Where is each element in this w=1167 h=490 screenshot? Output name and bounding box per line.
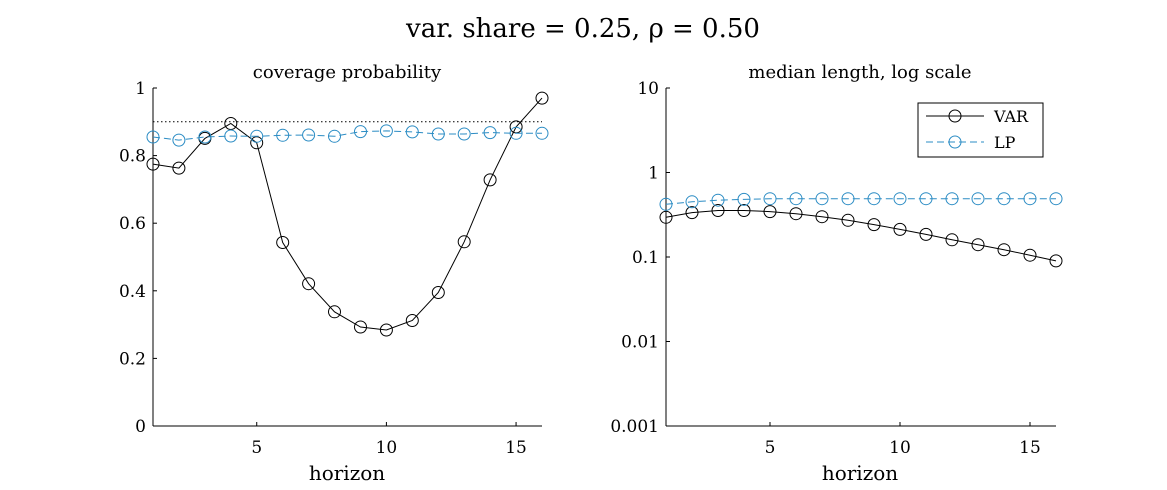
median-length-lp-point	[971, 192, 985, 206]
coverage-lp-point	[483, 126, 497, 140]
coverage-var-point	[328, 305, 341, 319]
coverage-var-point	[172, 161, 186, 175]
median-length-lp-point	[997, 192, 1011, 206]
coverage-x-tick-label: 5	[251, 438, 262, 458]
legend-lp-label: LP	[994, 133, 1016, 152]
median-length-x-tick-label: 5	[765, 438, 776, 458]
median-length-x-tick-label: 15	[1019, 438, 1041, 458]
median-length-lp-point	[815, 192, 829, 206]
median-length-var-point	[763, 205, 777, 219]
coverage-lp-point	[250, 129, 264, 143]
median-length-axes: 5 10 15 0.001 0.01 0.1 1 10	[610, 79, 1056, 458]
coverage-probability-panel: coverage probability horizon 5 10 15 0 0.2 0.…	[119, 62, 549, 485]
median-length-lp-point	[1023, 192, 1037, 206]
coverage-lp-point	[457, 127, 471, 141]
median-length-y-tick-label: 0.001	[610, 417, 659, 437]
median-length-title: median length, log scale	[748, 62, 971, 83]
median-length-lp-point	[659, 197, 673, 211]
coverage-lp-point	[276, 128, 290, 142]
median-length-y-tick-label: 1	[648, 164, 659, 184]
median-length-var-point	[1049, 254, 1063, 268]
coverage-lp-point	[509, 126, 523, 140]
median-length-series	[659, 192, 1063, 268]
coverage-var-point	[276, 236, 290, 249]
median-length-y-tick-label: 10	[637, 79, 659, 99]
legend: VAR LP	[917, 102, 1044, 158]
coverage-lp-point	[431, 127, 445, 141]
median-length-var-point	[685, 206, 699, 220]
coverage-x-axis-label: horizon	[309, 461, 385, 485]
median-length-var-point	[919, 227, 933, 241]
coverage-axes: 5 10 15 0 0.2 0.4 0.6 0.8 1	[119, 79, 542, 458]
median-length-var-point	[893, 222, 907, 236]
coverage-lp-point	[328, 129, 341, 143]
coverage-var-point	[379, 323, 393, 337]
coverage-y-tick-label: 1	[135, 79, 146, 99]
coverage-lp-point	[379, 124, 393, 138]
coverage-lp-point	[535, 126, 549, 140]
median-length-var-point	[945, 233, 959, 247]
coverage-y-tick-label: 0.8	[119, 147, 146, 167]
median-length-var-point	[971, 238, 985, 252]
median-length-var-point	[711, 204, 725, 217]
legend-box	[917, 102, 1044, 158]
median-length-lp-point	[893, 192, 907, 206]
coverage-lp-point	[172, 133, 186, 147]
coverage-lp-line	[152, 130, 542, 141]
coverage-y-tick-label: 0.6	[119, 214, 146, 234]
coverage-lp-point	[224, 129, 238, 143]
coverage-var-point	[354, 320, 367, 334]
coverage-var-point	[457, 235, 471, 249]
median-length-x-tick-label: 10	[889, 438, 911, 458]
median-length-x-axis-label: horizon	[822, 461, 898, 485]
coverage-var-point	[431, 286, 445, 299]
median-length-y-tick-label: 0.01	[621, 333, 659, 353]
median-length-lp-point	[789, 192, 803, 206]
figure-title: var. share = 0.25, ρ = 0.50	[405, 14, 760, 44]
median-length-lp-point	[711, 193, 725, 207]
coverage-y-tick-label: 0	[135, 417, 146, 437]
legend-var-marker	[948, 109, 962, 123]
median-length-lp-point	[841, 192, 855, 206]
median-length-lp-point	[1049, 192, 1063, 206]
legend-var-label: VAR	[993, 107, 1029, 126]
median-length-lp-point	[867, 192, 881, 206]
median-length-var-point	[789, 207, 803, 221]
coverage-lp-point	[405, 125, 419, 139]
median-length-var-point	[997, 243, 1011, 257]
coverage-series	[146, 91, 549, 337]
coverage-x-tick-label: 10	[376, 438, 398, 458]
coverage-y-tick-label: 0.4	[119, 282, 146, 302]
coverage-var-line	[152, 97, 543, 331]
coverage-lp-point	[354, 125, 367, 139]
median-length-var-point	[867, 218, 881, 232]
coverage-var-point	[146, 157, 160, 171]
median-length-y-tick-label: 0.1	[632, 248, 659, 268]
median-length-var-point	[815, 210, 829, 224]
median-length-panel: median length, log scale horizon 5 10 15 0.…	[610, 62, 1063, 485]
median-length-lp-point	[685, 195, 699, 209]
median-length-var-point	[737, 204, 751, 217]
legend-lp-marker	[948, 135, 962, 149]
coverage-lp-point	[146, 130, 160, 144]
coverage-var-point	[405, 314, 419, 327]
coverage-lp-point	[302, 128, 316, 142]
coverage-x-tick-label: 15	[505, 438, 527, 458]
median-length-var-point	[1023, 248, 1037, 262]
coverage-var-point	[302, 277, 316, 291]
coverage-lp-point	[198, 130, 212, 144]
coverage-var-point	[483, 173, 497, 187]
median-length-lp-line	[665, 198, 1056, 205]
median-length-var-point	[841, 213, 855, 227]
median-length-var-line	[665, 210, 1057, 262]
median-length-lp-point	[737, 192, 751, 206]
median-length-var-point	[659, 210, 673, 224]
median-length-lp-point	[763, 192, 777, 206]
coverage-y-tick-label: 0.2	[119, 349, 146, 369]
median-length-lp-point	[919, 192, 933, 206]
coverage-var-point	[535, 91, 549, 105]
median-length-lp-point	[945, 192, 959, 206]
coverage-probability-title: coverage probability	[253, 62, 442, 83]
